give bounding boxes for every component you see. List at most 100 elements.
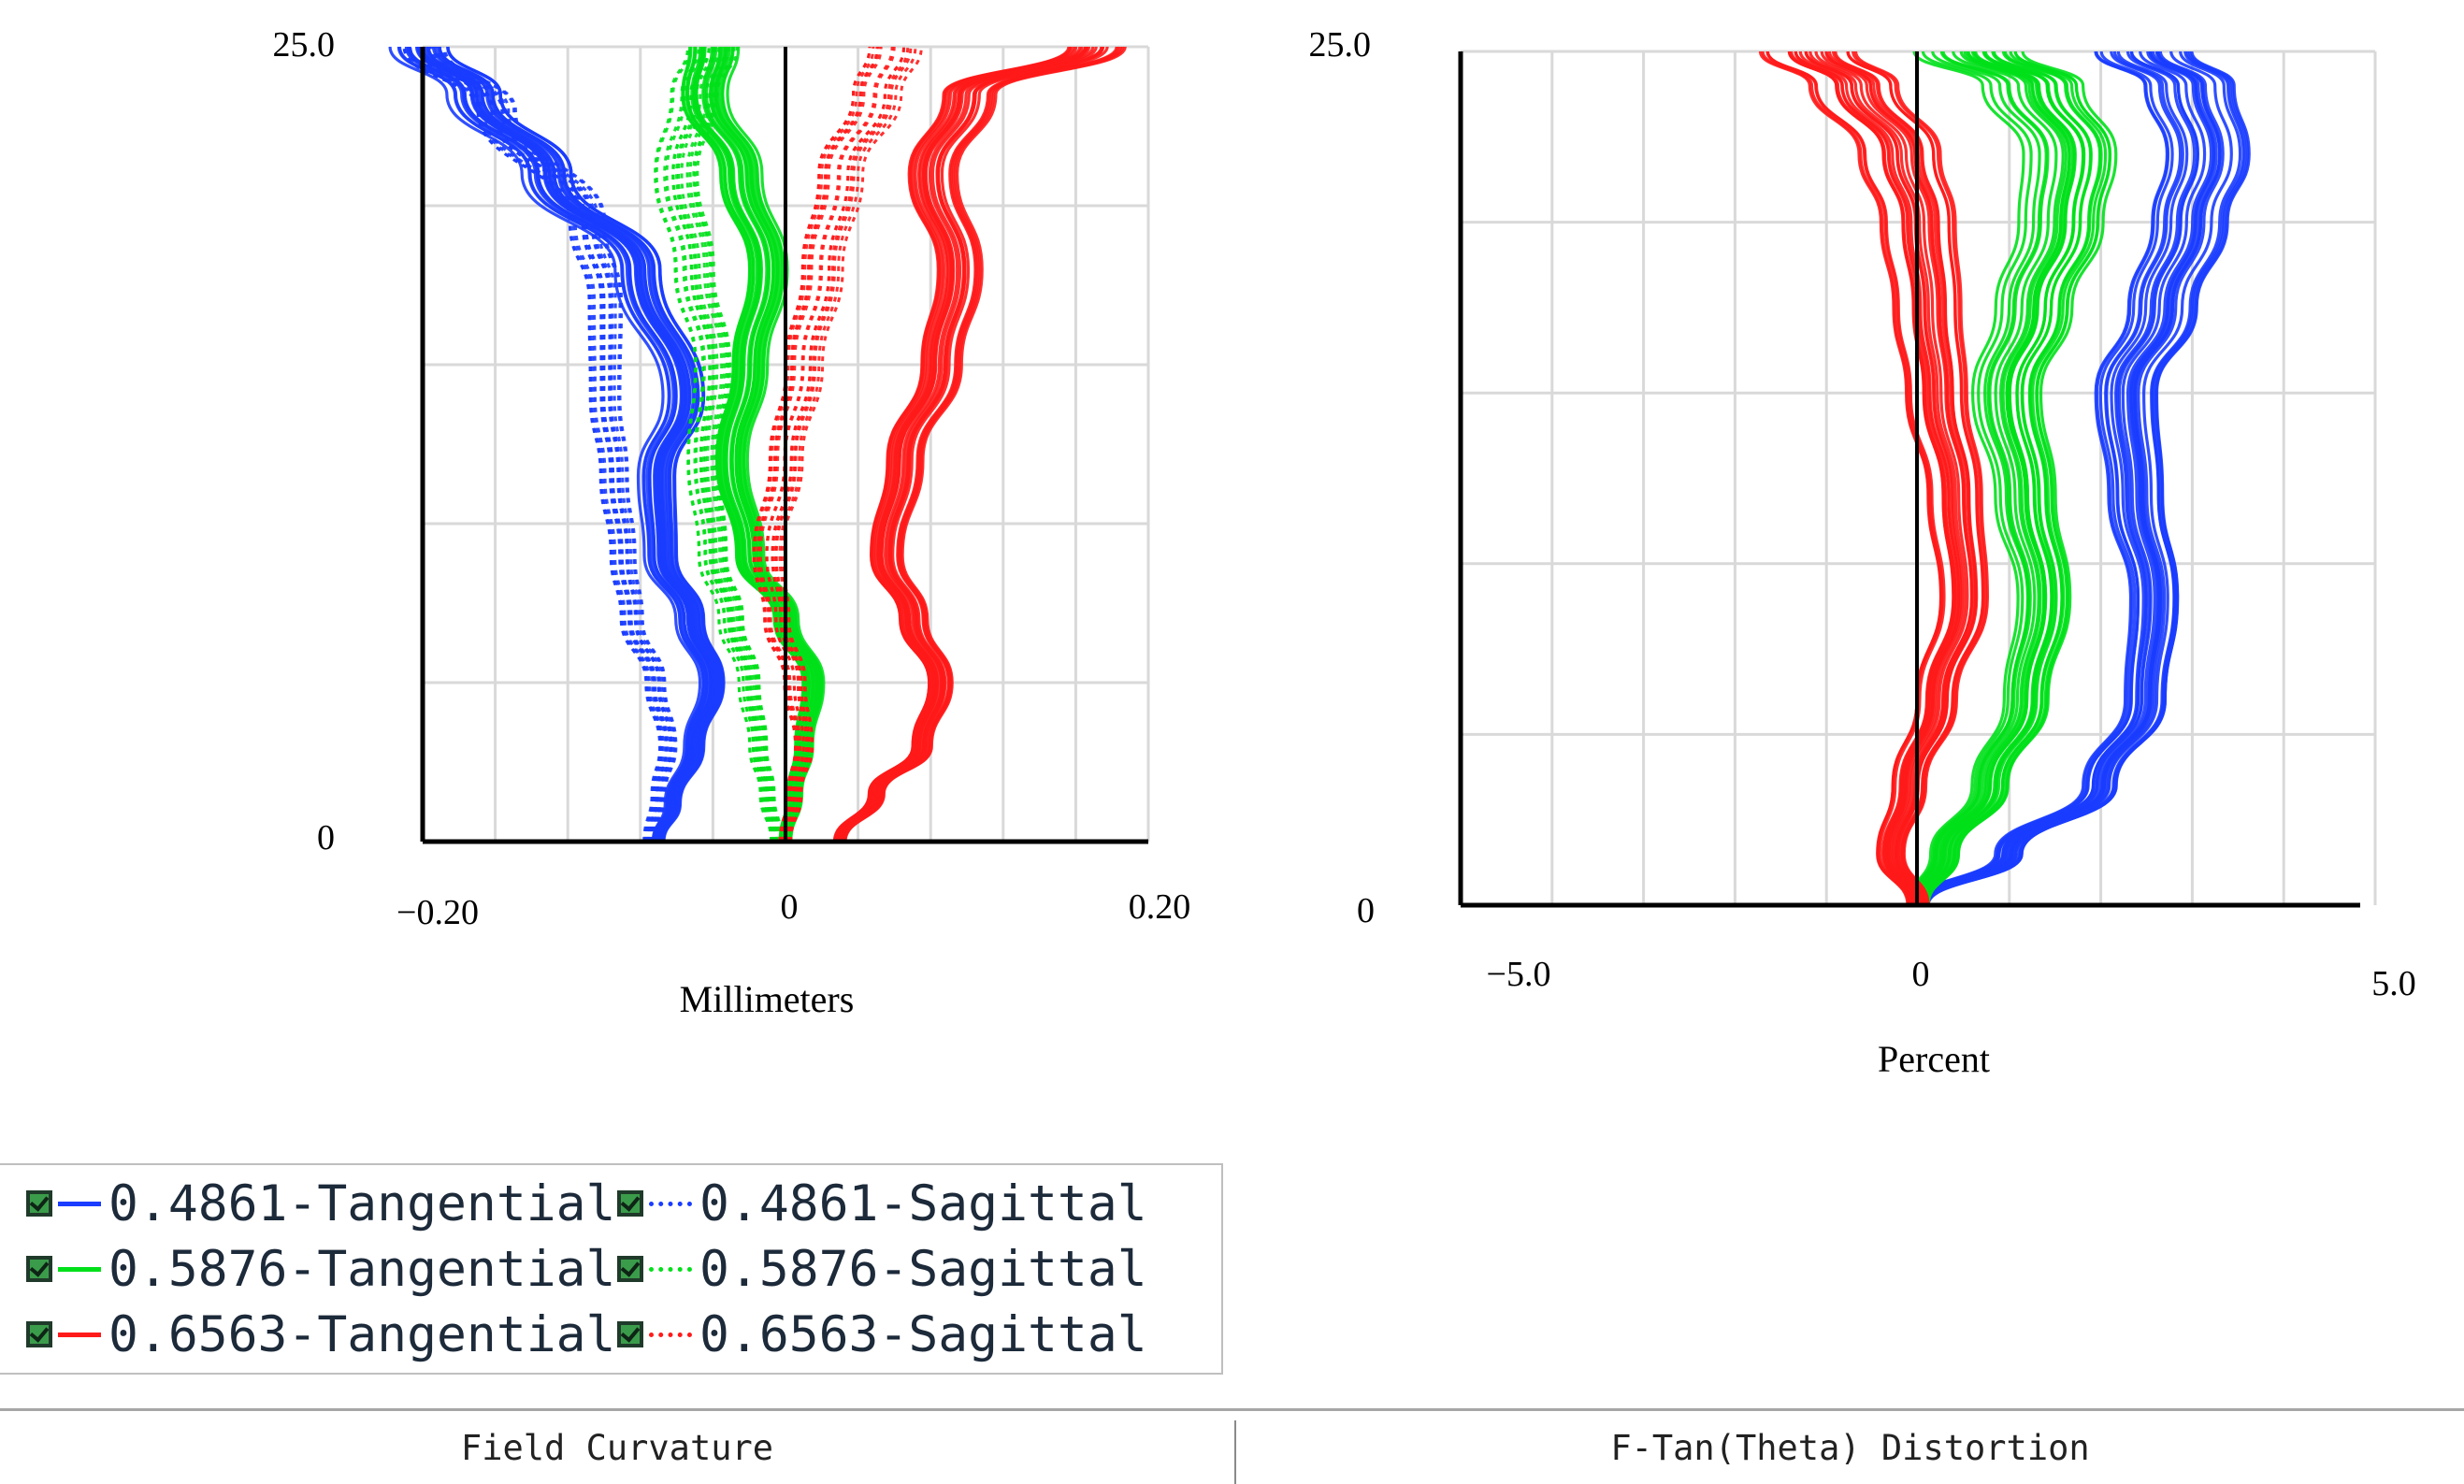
legend-checkbox[interactable] <box>26 1321 52 1347</box>
distortion-series-1-line <box>1921 50 2093 906</box>
field-curvature-series-3-line <box>671 46 777 843</box>
field-curvature-series-1-line <box>417 46 669 843</box>
field-curvature-series-5-line <box>758 46 883 843</box>
legend-label: 0.6563-Tangential <box>108 1305 616 1363</box>
field-curvature-series-1-line <box>429 46 673 843</box>
field-curvature-series-3-line <box>677 46 779 843</box>
legend-item-4861-tangential[interactable]: 0.4861-Tangential <box>26 1173 615 1234</box>
distortion-y-tick-min: 0 <box>1357 891 1375 930</box>
legend-item-6563-sagittal[interactable]: 0.6563-Sagittal <box>617 1304 1147 1365</box>
legend-item-5876-sagittal[interactable]: 0.5876-Sagittal <box>617 1238 1147 1300</box>
field-curvature-series-3-line <box>685 46 780 843</box>
legend-item-5876-tangential[interactable]: 0.5876-Tangential <box>26 1238 615 1300</box>
field-curvature-series-4-line <box>836 46 1091 843</box>
legend-label: 0.5876-Sagittal <box>699 1240 1147 1298</box>
distortion-series-1-line <box>1906 50 2025 906</box>
legend-item-6563-tangential[interactable]: 0.6563-Tangential <box>26 1304 615 1365</box>
tab-distortion[interactable]: F-Tan(Theta) Distortion <box>1610 1427 2090 1468</box>
field-curvature-x-tick-zero: 0 <box>781 887 799 927</box>
legend-checkbox[interactable] <box>617 1190 643 1217</box>
legend-swatch <box>649 1332 692 1337</box>
field-curvature-y-tick-min: 0 <box>317 818 335 857</box>
field-curvature-series-4-line <box>838 46 1088 843</box>
distortion-series-2-line <box>1808 50 1967 906</box>
distortion-x-tick-zero: 0 <box>1912 955 1930 994</box>
field-curvature-series-4-line <box>838 46 1104 843</box>
legend-swatch <box>649 1266 692 1272</box>
field-curvature-series-1-line <box>409 46 665 843</box>
distortion-series-2-line <box>1814 50 1969 906</box>
field-curvature-series <box>388 46 1127 843</box>
distortion-series-0-line <box>1915 50 2200 906</box>
legend-checkbox[interactable] <box>26 1190 52 1217</box>
field-curvature-series-3-line <box>665 46 774 843</box>
distortion-series-2-line <box>1787 50 1957 906</box>
distortion-series-2-line <box>1853 50 1990 906</box>
distortion-x-tick-min: −5.0 <box>1487 955 1551 994</box>
field-curvature-series-0-line <box>388 46 702 843</box>
distortion-series-1-line <box>1926 50 2112 906</box>
legend-label: 0.4861-Tangential <box>108 1174 616 1232</box>
field-curvature-series-4-line <box>840 46 1098 843</box>
legend-swatch <box>58 1332 101 1337</box>
legend: 0.4861-Tangential 0.4861-Sagittal 0.5876… <box>0 1163 1223 1375</box>
field-curvature-series-1-line <box>402 46 662 843</box>
legend-item-4861-sagittal[interactable]: 0.4861-Sagittal <box>617 1173 1147 1234</box>
field-curvature-series-2-line <box>685 46 808 843</box>
field-curvature-y-tick-max: 25.0 <box>273 25 336 65</box>
legend-swatch <box>58 1266 101 1272</box>
field-curvature-series-5-line <box>752 46 872 843</box>
distortion-plot: 25.0 0 −5.0 0 5.0 Percent <box>1309 25 2416 1080</box>
legend-label: 0.5876-Tangential <box>108 1240 616 1298</box>
field-curvature-series-0-line <box>404 46 707 843</box>
field-curvature-series-2-line <box>726 46 826 843</box>
legend-swatch <box>58 1201 101 1206</box>
distortion-series-2-line <box>1798 50 1960 906</box>
field-curvature-series-4-line <box>837 46 1088 843</box>
legend-swatch <box>649 1201 692 1206</box>
distortion-series-1-line <box>1912 50 2068 906</box>
legend-checkbox[interactable] <box>617 1256 643 1282</box>
field-curvature-series-5-line <box>773 46 910 843</box>
field-curvature-series-1-line <box>420 46 670 843</box>
legend-label: 0.4861-Sagittal <box>699 1174 1147 1232</box>
field-curvature-series-4-line <box>836 46 1082 843</box>
distortion-series-1-line <box>1924 50 2102 906</box>
distortion-series-1-line <box>1916 50 2071 906</box>
field-curvature-series-4-line <box>840 46 1105 843</box>
distortion-series-1-line <box>1920 50 2085 906</box>
field-curvature-series-4-line <box>837 46 1089 843</box>
field-curvature-series-5-line <box>771 46 905 843</box>
legend-checkbox[interactable] <box>617 1321 643 1347</box>
field-curvature-series-1-line <box>435 46 675 843</box>
field-curvature-series-5-line <box>780 46 923 843</box>
distortion-x-axis-title: Percent <box>1878 1038 1990 1080</box>
field-curvature-series-0-line <box>438 46 723 843</box>
field-curvature-x-tick-min: −0.20 <box>396 893 479 932</box>
distortion-series-0-line <box>1909 50 2174 906</box>
field-curvature-series-3-line <box>680 46 780 843</box>
field-curvature-plot: 25.0 0 −0.20 0 0.20 Millimeters <box>273 25 1191 1020</box>
field-curvature-series-2-line <box>695 46 813 843</box>
distortion-series-2-line <box>1846 50 1985 906</box>
field-curvature-series-4-line <box>839 46 1095 843</box>
field-curvature-series-4-line <box>841 46 1104 843</box>
field-curvature-series-1-line <box>402 46 662 843</box>
field-curvature-series-0-line <box>425 46 718 843</box>
distortion-series-1-line <box>1909 50 2058 906</box>
legend-checkbox[interactable] <box>26 1256 52 1282</box>
field-curvature-x-tick-max: 0.20 <box>1129 887 1191 927</box>
distortion-series <box>1758 50 2251 906</box>
field-curvature-series-4-line <box>841 46 1109 843</box>
tab-divider <box>1234 1420 1236 1484</box>
distortion-y-tick-max: 25.0 <box>1309 25 1372 65</box>
tab-field-curvature[interactable]: Field Curvature <box>460 1427 774 1468</box>
field-curvature-series-4-line <box>839 46 1103 843</box>
field-curvature-series-3-line <box>693 46 784 843</box>
field-curvature-x-axis-title: Millimeters <box>680 978 855 1020</box>
field-curvature-series-1-line <box>406 46 664 843</box>
field-curvature-series-4-line <box>835 46 1088 843</box>
distortion-series-1-line <box>1908 50 2033 906</box>
distortion-series-2-line <box>1765 50 1946 906</box>
